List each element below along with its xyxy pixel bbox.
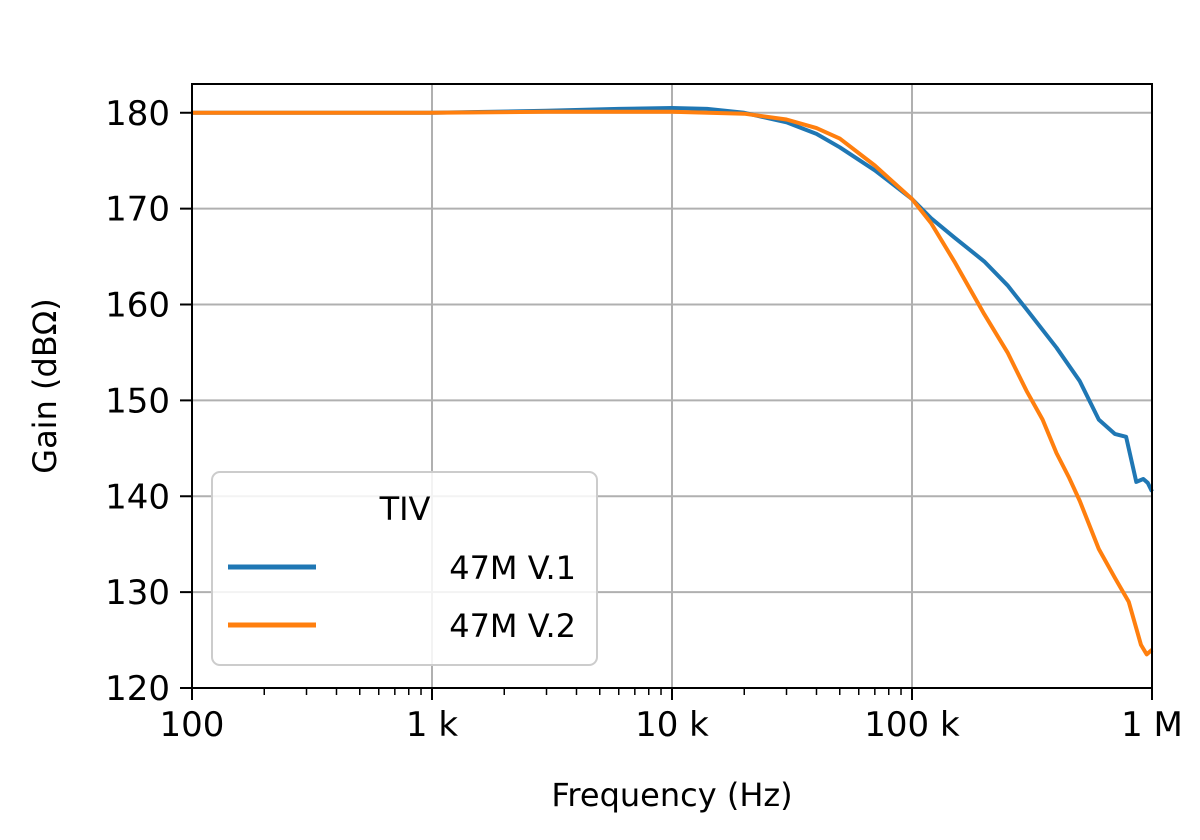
y-tick-label: 130 [105, 573, 170, 613]
x-axis-label: Frequency (Hz) [551, 776, 792, 814]
series-line-47m-v-2 [192, 109, 1154, 657]
legend-entries: 47M V.1 47M V.2 [228, 549, 576, 645]
y-tick-label: 160 [105, 286, 170, 326]
x-tick-label: 1 k [406, 705, 458, 745]
y-axis-label: Gain (dBΩ) [26, 298, 64, 473]
legend: TIV 47M V.1 47M V.2 [211, 471, 598, 666]
series-line-47m-v-1 [192, 106, 1154, 493]
x-tick-label: 1 M [1121, 705, 1183, 745]
x-tick-label: 10 k [635, 705, 709, 745]
legend-title: TIV [379, 490, 431, 528]
y-tick-label: 170 [105, 190, 170, 230]
series-lines [192, 106, 1154, 657]
x-tick-label: 100 [160, 705, 225, 745]
legend-label: 47M V.1 [449, 549, 576, 587]
legend-box [211, 471, 598, 666]
y-tick-label: 180 [105, 94, 170, 134]
y-tick-label: 120 [105, 669, 170, 709]
y-tick-label: 140 [105, 477, 170, 517]
legend-label: 47M V.2 [449, 607, 576, 645]
axis-ticks: 100 1 k 10 k 100 k 1 M 120 130 140 150 160 170 180 [105, 94, 1183, 745]
x-tick-label: 100 k [864, 705, 960, 745]
y-tick-label: 150 [105, 381, 170, 421]
